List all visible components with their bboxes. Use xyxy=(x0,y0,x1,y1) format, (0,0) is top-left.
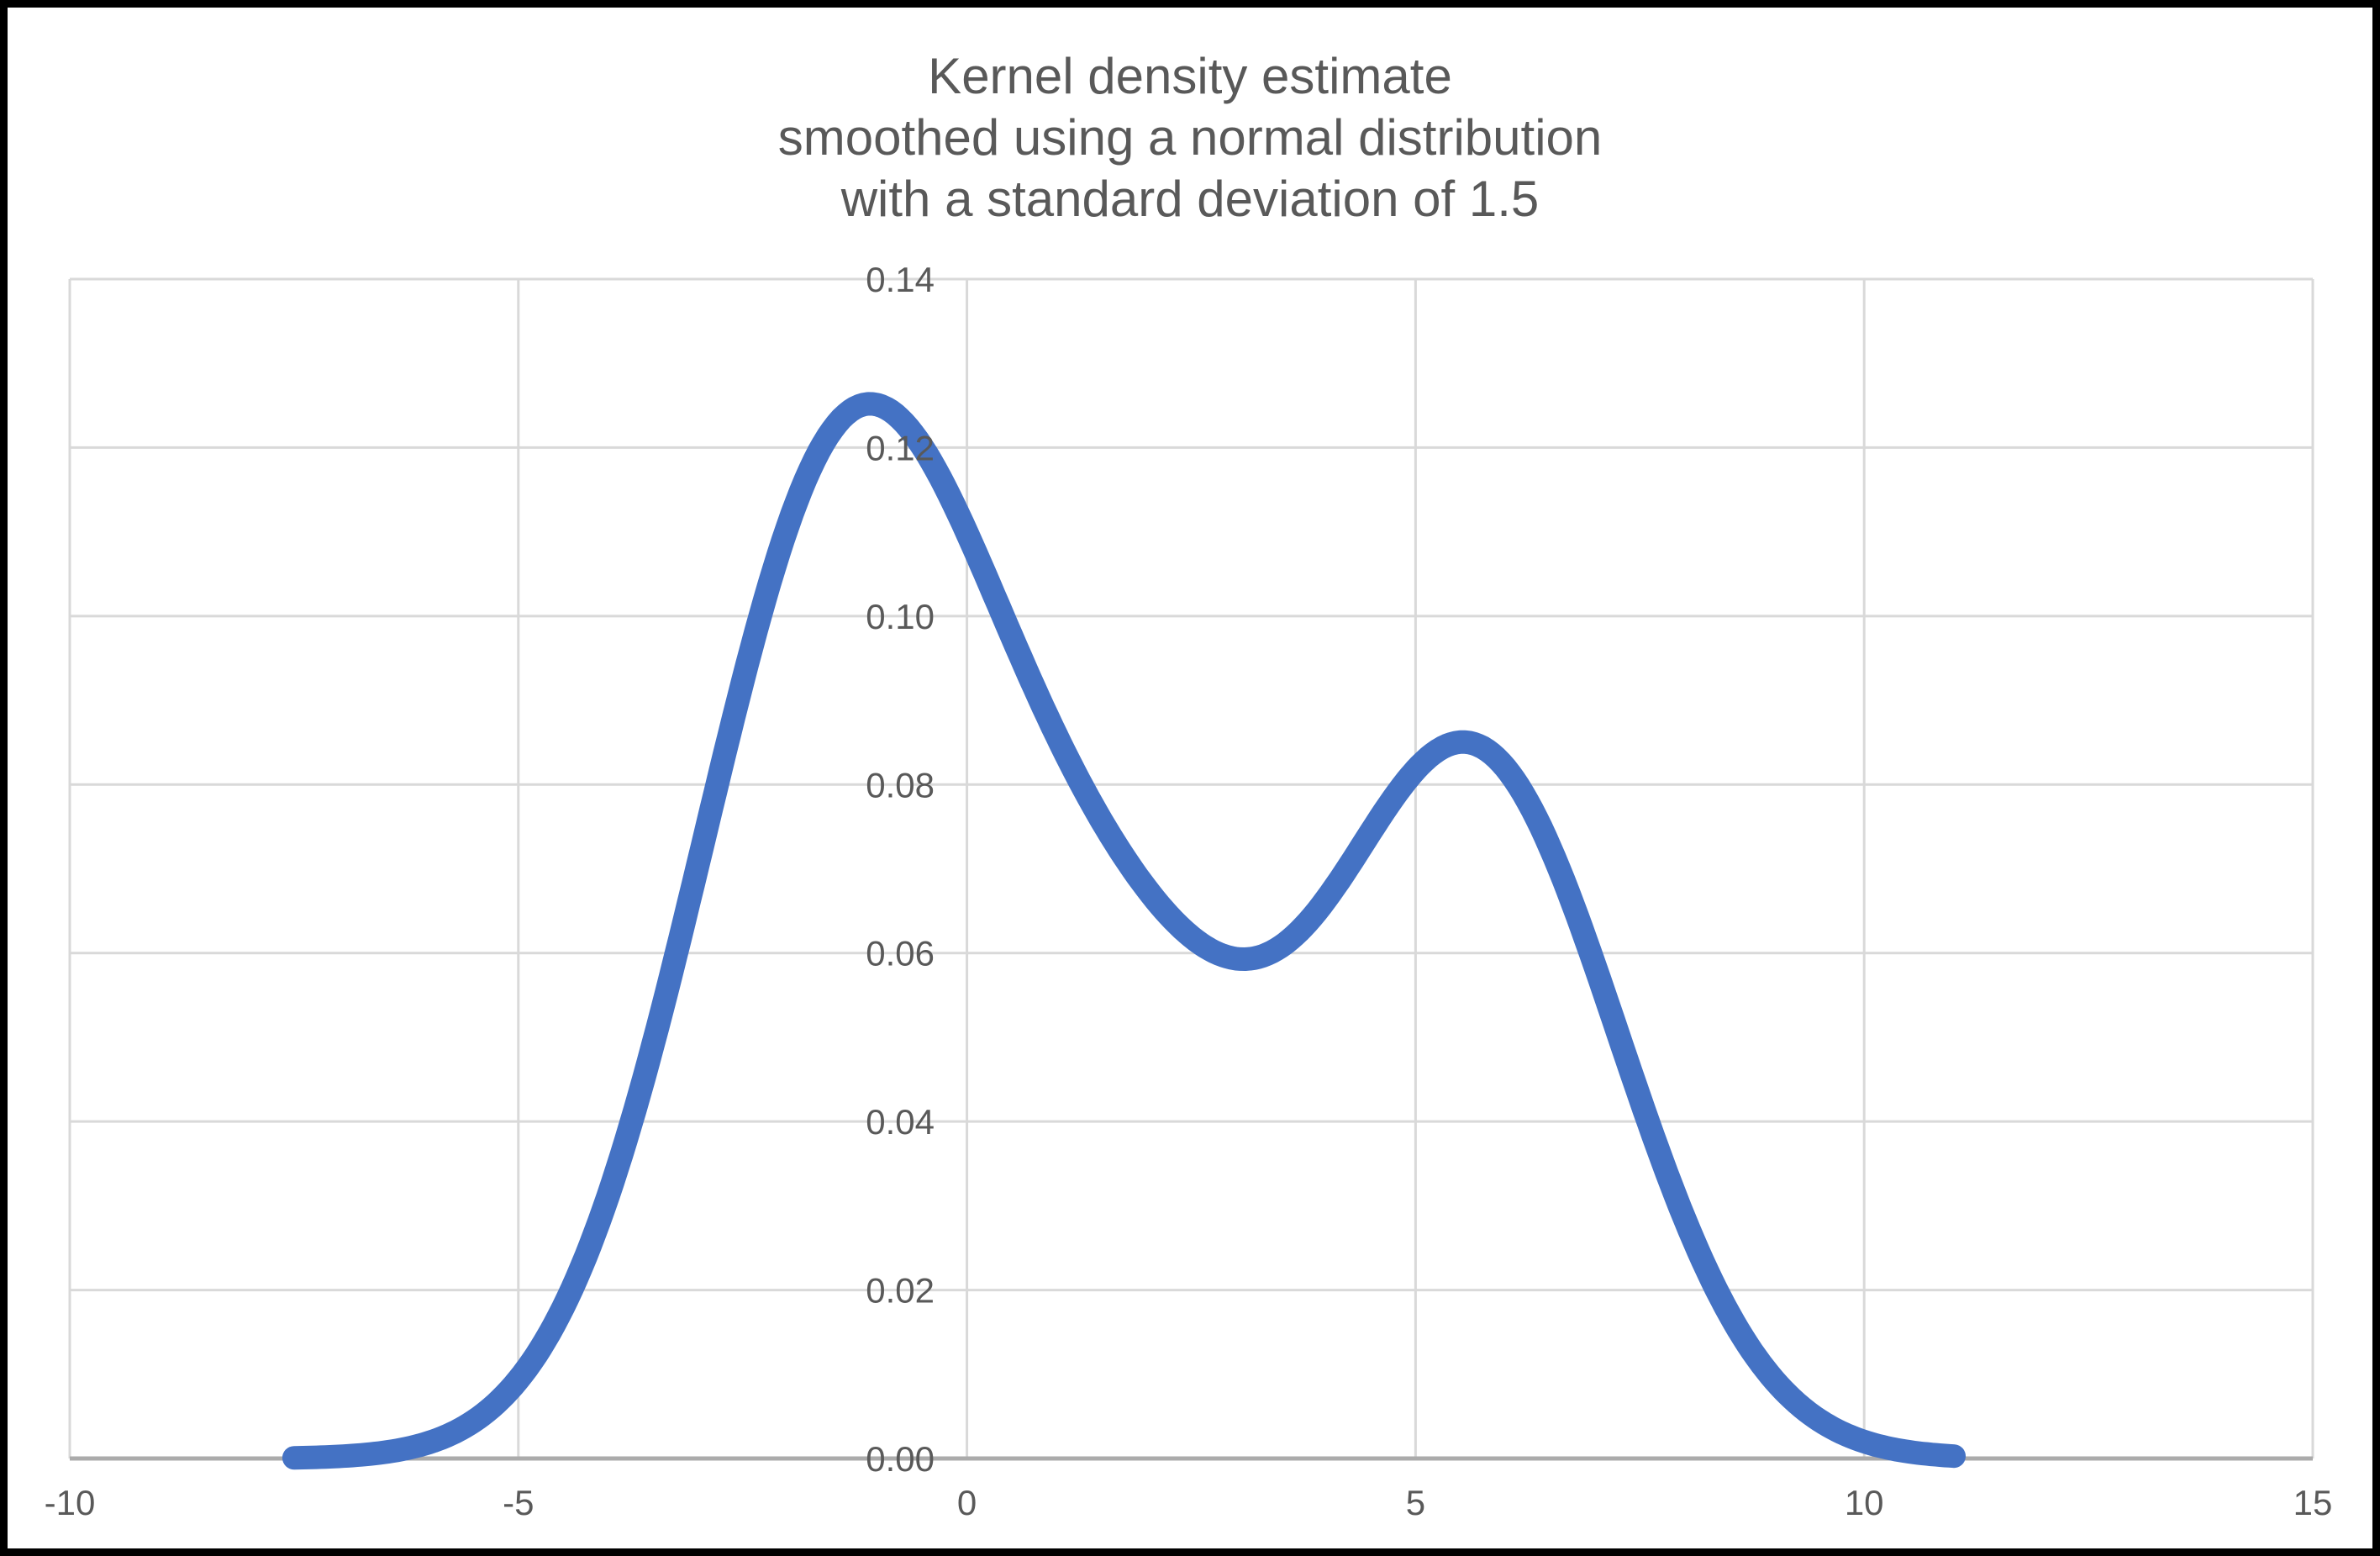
y-tick-label: 0.14 xyxy=(866,260,935,299)
x-tick-label: 5 xyxy=(1406,1483,1425,1522)
y-tick-label: 0.10 xyxy=(866,597,935,636)
x-tick-label: 0 xyxy=(957,1483,977,1522)
x-tick-label: 10 xyxy=(1845,1483,1884,1522)
y-tick-label: 0.08 xyxy=(866,765,935,804)
x-tick-label: 15 xyxy=(2293,1483,2333,1522)
kde-curve xyxy=(282,392,1966,1470)
chart-title-line-1: Kernel density estimate xyxy=(928,48,1452,104)
y-tick-label: 0.02 xyxy=(866,1271,935,1311)
y-tick-label: 0.12 xyxy=(866,428,935,467)
y-tick-label: 0.00 xyxy=(866,1439,935,1479)
y-tick-label: 0.06 xyxy=(866,934,935,973)
kde-chart: 0.00 0.02 0.04 0.06 0.08 0.10 0.12 0.14 -10 -5 0 5 1… xyxy=(45,260,2333,1522)
y-tick-label: 0.04 xyxy=(866,1102,935,1142)
chart-title: Kernel density estimate smoothed using a… xyxy=(8,45,2372,229)
x-tick-label: -5 xyxy=(503,1483,534,1522)
x-tick-label: -10 xyxy=(45,1483,96,1522)
chart-title-line-2: smoothed using a normal distribution xyxy=(777,109,1603,166)
chart-title-line-3: with a standard deviation of 1.5 xyxy=(840,171,1540,227)
